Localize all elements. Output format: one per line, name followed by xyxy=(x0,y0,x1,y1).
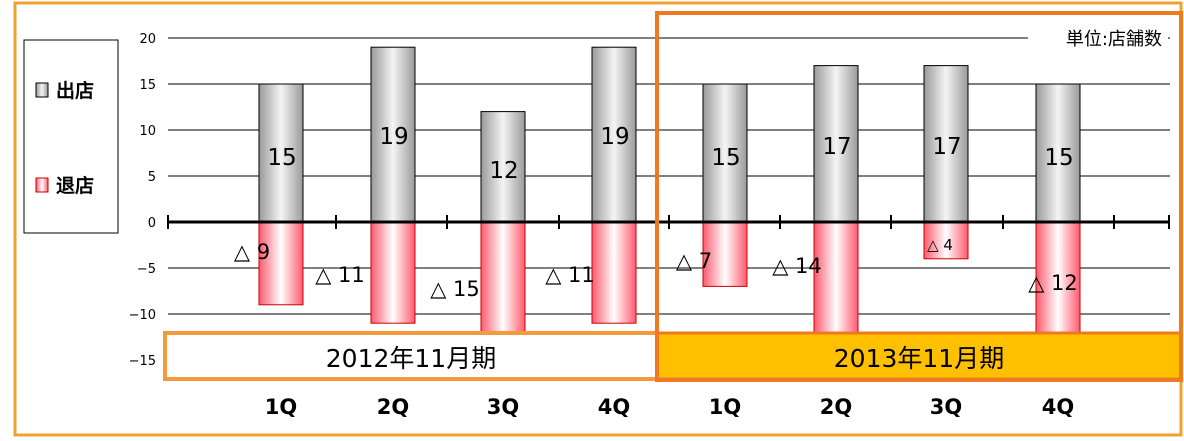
bar-close xyxy=(813,221,859,352)
period-2013-highlight xyxy=(655,11,1183,382)
x-axis-categories: 1Q 2Q 3Q 4Q 1Q 2Q 3Q 4Q xyxy=(265,395,1074,419)
bar-open xyxy=(591,46,637,223)
bars xyxy=(258,46,1081,361)
bar-open xyxy=(480,111,526,223)
legend-box xyxy=(23,39,119,234)
bar-open xyxy=(702,83,748,223)
legend-label-open: 出店 xyxy=(56,79,94,102)
x-category-label: 3Q xyxy=(487,395,519,419)
data-label-open: 19 xyxy=(600,124,629,150)
y-tick-label: −15 xyxy=(129,354,156,369)
y-tick-label: −5 xyxy=(137,262,156,277)
y-tick-label: 5 xyxy=(148,170,156,185)
unit-label: 単位:店舗数 xyxy=(1066,29,1162,50)
x-category-label: 3Q xyxy=(930,395,962,419)
data-label-close: △ 15 xyxy=(430,277,480,301)
bar-open xyxy=(923,65,969,223)
x-category-label: 4Q xyxy=(1042,395,1074,419)
data-label-close: △ 7 xyxy=(676,249,712,273)
data-label-open: 12 xyxy=(489,158,518,184)
y-tick-label: 20 xyxy=(139,32,156,47)
data-label-open: 19 xyxy=(379,124,408,150)
period-label-2013: 2013年11月期 xyxy=(834,344,1004,373)
gridlines xyxy=(168,37,1170,361)
bar-close xyxy=(923,221,969,260)
period-box-2012 xyxy=(163,331,659,381)
bar-close xyxy=(370,221,416,324)
period-box-2013 xyxy=(655,331,1183,381)
x-category-label: 2Q xyxy=(820,395,852,419)
x-category-label: 4Q xyxy=(598,395,630,419)
y-tick-label: 10 xyxy=(139,124,156,139)
y-tick-label: 15 xyxy=(139,78,156,93)
data-label-open: 15 xyxy=(711,145,740,171)
x-category-label: 1Q xyxy=(265,395,297,419)
data-label-open: 17 xyxy=(822,134,851,160)
unit-label-bg xyxy=(1028,24,1168,52)
data-label-close: △ 11 xyxy=(315,263,365,287)
zero-axis xyxy=(167,215,1170,229)
data-labels: 15 △ 9 19 △ 11 12 △ 15 19 △ 11 15 △ 7 17 △ 14 17 △ 4 1… xyxy=(234,124,1078,301)
period-label-2012: 2012年11月期 xyxy=(326,344,496,373)
y-tick-label: 0 xyxy=(148,216,156,231)
bar-open xyxy=(813,65,859,223)
bar-close xyxy=(702,221,748,287)
x-category-label: 1Q xyxy=(709,395,741,419)
data-label-open: 17 xyxy=(932,134,961,160)
y-tick-label: −10 xyxy=(129,308,156,323)
data-label-open: 15 xyxy=(1044,145,1073,171)
data-label-close: △ 4 xyxy=(927,236,953,254)
data-label-close: △ 9 xyxy=(234,240,270,264)
data-label-open: 15 xyxy=(267,145,296,171)
legend-label-close: 退店 xyxy=(56,174,94,197)
x-category-label: 2Q xyxy=(377,395,409,419)
legend-swatch-open xyxy=(35,82,49,98)
bar-open xyxy=(370,46,416,223)
y-axis-ticks: 20 15 10 5 0 −5 −10 −15 xyxy=(129,32,156,369)
data-label-close: △ 14 xyxy=(772,254,822,278)
data-label-close: △ 12 xyxy=(1028,271,1078,295)
bar-close xyxy=(591,221,637,324)
legend-swatch-close xyxy=(35,177,49,193)
data-label-close: △ 11 xyxy=(545,263,595,287)
